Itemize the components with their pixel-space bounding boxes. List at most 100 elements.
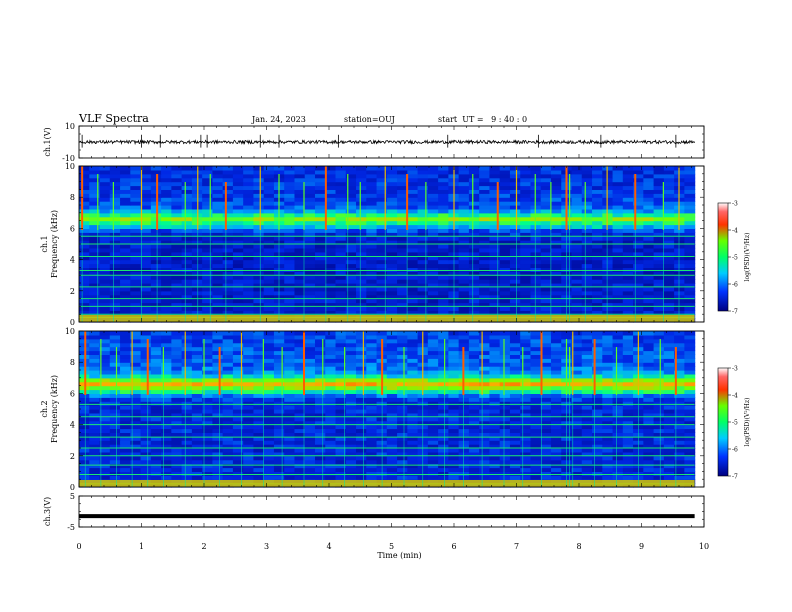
psd-cell	[79, 298, 90, 304]
psd-cell	[530, 416, 542, 422]
psd-cell	[684, 436, 696, 441]
psd-cell	[581, 228, 593, 233]
psd-cell	[304, 373, 316, 379]
psd-cell	[181, 224, 193, 229]
psd-cell	[479, 263, 491, 268]
psd-cell	[653, 279, 665, 284]
psd-cell	[427, 298, 439, 304]
psd-cell	[130, 401, 142, 406]
psd-cell	[458, 405, 470, 410]
psd-cell	[99, 212, 111, 218]
psd-cell	[130, 432, 142, 437]
psd-cell	[335, 444, 347, 449]
psd-cell	[181, 177, 193, 183]
psd-cell	[612, 409, 624, 414]
psd-cell	[438, 306, 449, 311]
psd-cell	[479, 283, 491, 288]
psd-cell	[304, 228, 316, 233]
psd-cell	[130, 216, 142, 222]
psd-cell	[314, 377, 326, 383]
psd-cell	[202, 334, 213, 340]
psd-cell	[674, 455, 685, 461]
psd-cell	[622, 263, 634, 268]
psd-cell	[161, 259, 172, 265]
psd-cell	[530, 373, 542, 379]
psd-cell	[407, 455, 419, 461]
psd-cell	[376, 169, 388, 175]
psd-cell	[633, 294, 644, 300]
psd-cell	[458, 416, 470, 422]
psd-cell	[530, 334, 542, 340]
psd-cell	[427, 331, 439, 336]
psd-cell	[438, 166, 449, 171]
psd-cell	[89, 463, 101, 469]
psd-cell	[663, 271, 675, 276]
psd-cell	[397, 389, 408, 394]
psd-cell	[458, 240, 470, 245]
psd-cell	[284, 440, 296, 445]
psd-cell	[653, 455, 665, 461]
psd-cell	[530, 279, 542, 284]
psd-cell	[253, 346, 265, 352]
psd-cell	[99, 255, 111, 261]
psd-cell	[109, 428, 121, 433]
psd-cell	[592, 244, 603, 249]
psd-cell	[376, 286, 388, 292]
psd-cell	[222, 377, 234, 383]
psd-cell	[222, 331, 234, 336]
psd-cell	[540, 177, 552, 183]
psd-cell	[397, 354, 408, 359]
psd-cell	[130, 350, 142, 355]
psd-cell	[489, 166, 501, 171]
psd-cell	[150, 463, 162, 469]
psd-cell	[581, 354, 593, 359]
psd-cell	[222, 409, 234, 414]
psd-cell	[643, 298, 655, 304]
psd-cell	[622, 401, 634, 406]
psd-cell	[314, 362, 326, 367]
psd-cell	[653, 416, 665, 422]
psd-cell	[284, 354, 296, 359]
psd-cell	[335, 220, 347, 226]
psd-cell	[499, 286, 511, 292]
psd-cell	[479, 208, 491, 214]
psd-cell	[458, 475, 470, 480]
psd-cell	[130, 212, 142, 218]
psd-cell	[202, 275, 213, 280]
psd-cell	[674, 251, 685, 257]
psd-cell	[345, 201, 357, 206]
psd-cell	[253, 220, 265, 226]
psd-cell	[592, 286, 603, 292]
psd-cell	[345, 166, 357, 171]
psd-cell	[99, 455, 111, 461]
psd-cell	[448, 405, 460, 410]
psd-cell	[99, 201, 111, 206]
psd-cell	[499, 298, 511, 304]
psd-cell	[397, 286, 408, 292]
psd-cell	[140, 224, 152, 229]
psd-cell	[202, 251, 213, 257]
psd-cell	[99, 428, 111, 433]
psd-cell	[663, 393, 675, 398]
psd-cell	[468, 448, 480, 453]
psd-cell	[633, 185, 644, 190]
psd-cell	[663, 373, 675, 379]
psd-cell	[284, 420, 296, 426]
psd-cell	[571, 205, 583, 210]
psd-cell	[304, 244, 316, 249]
psd-cell	[386, 283, 398, 288]
psd-cell	[222, 467, 234, 472]
psd-cell	[232, 436, 244, 441]
psd-cell	[202, 397, 213, 402]
psd-cell	[345, 208, 357, 214]
psd-cell	[356, 405, 367, 410]
psd-cell	[109, 448, 121, 453]
psd-cell	[294, 166, 306, 171]
psd-cell	[448, 420, 460, 426]
psd-cell	[520, 255, 532, 261]
psd-cell	[643, 279, 655, 284]
psd-cell	[674, 228, 685, 233]
psd-cell	[345, 263, 357, 268]
psd-cell	[622, 181, 634, 187]
psd-cell	[356, 440, 367, 445]
